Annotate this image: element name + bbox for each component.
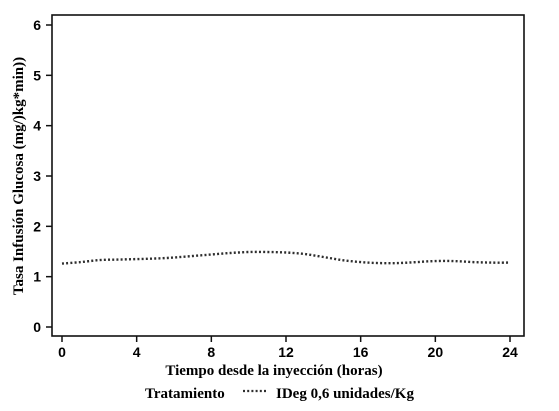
x-tick-label: 0 — [58, 344, 66, 360]
y-tick-label: 4 — [33, 118, 41, 134]
y-tick-label: 1 — [33, 269, 41, 285]
y-axis-ticks: 0 1 2 3 4 5 6 — [33, 17, 52, 335]
series-layer — [61, 250, 511, 265]
legend-title: Tratamiento — [145, 386, 225, 402]
y-tick-label: 2 — [33, 218, 41, 234]
x-tick-label: 12 — [278, 344, 294, 360]
y-tick-label: 3 — [33, 168, 41, 184]
x-tick-label: 20 — [428, 344, 444, 360]
y-tick-label: 6 — [33, 17, 41, 33]
y-tick-label: 5 — [33, 67, 41, 83]
x-axis-ticks: 0 4 8 12 16 20 24 — [58, 336, 518, 360]
x-tick-label: 16 — [353, 344, 369, 360]
legend-series-label: IDeg 0,6 unidades/Kg — [276, 386, 414, 402]
series-line-0 — [61, 250, 511, 265]
y-axis-title: Tasa Infusión Glucosa (mg/)kg*min)) — [11, 57, 27, 295]
x-tick-label: 8 — [207, 344, 215, 360]
x-tick-label: 24 — [502, 344, 518, 360]
x-tick-label: 4 — [133, 344, 141, 360]
x-axis-title: Tiempo desde la inyección (horas) — [165, 363, 382, 379]
y-tick-label: 0 — [33, 319, 41, 335]
legend: Tratamiento IDeg 0,6 unidades/Kg — [145, 386, 414, 402]
